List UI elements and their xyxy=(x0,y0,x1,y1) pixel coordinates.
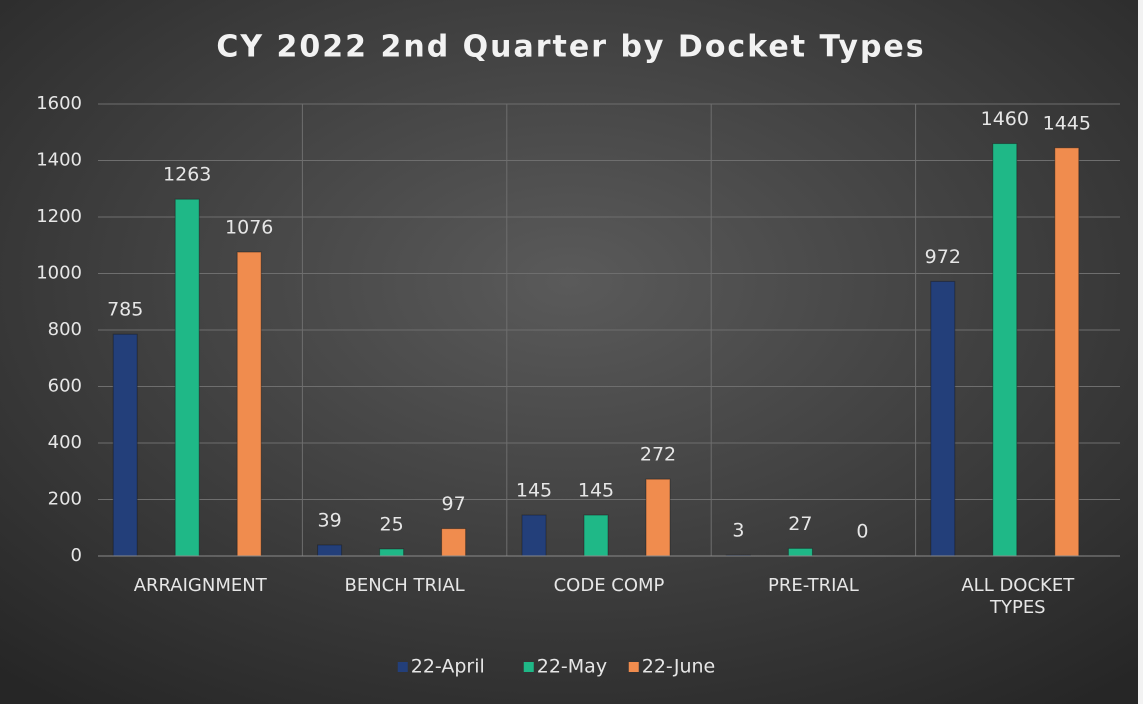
y-tick-label: 1000 xyxy=(36,263,82,284)
bar xyxy=(645,478,671,557)
bar xyxy=(521,514,547,557)
bar xyxy=(317,544,343,557)
bar xyxy=(1054,147,1080,557)
data-label: 1076 xyxy=(225,217,273,239)
y-tick-label: 800 xyxy=(48,319,82,340)
legend-label: 22-May xyxy=(537,656,607,678)
bar xyxy=(583,514,609,557)
y-tick-label: 1600 xyxy=(36,93,82,114)
bar xyxy=(992,143,1018,557)
data-label: 972 xyxy=(925,246,961,268)
bar xyxy=(787,547,813,557)
bar xyxy=(441,528,467,557)
y-tick-label: 600 xyxy=(48,376,82,397)
data-label: 3 xyxy=(732,520,744,542)
data-label: 1263 xyxy=(163,164,211,186)
data-label: 25 xyxy=(380,513,404,535)
y-tick-label: 200 xyxy=(48,489,82,510)
data-label: 272 xyxy=(640,444,676,466)
data-label: 145 xyxy=(516,480,552,502)
data-label: 145 xyxy=(578,480,614,502)
bar xyxy=(174,198,200,557)
legend-swatch xyxy=(628,662,639,672)
data-label: 785 xyxy=(107,299,143,321)
data-label: 39 xyxy=(318,509,342,531)
bar xyxy=(379,548,405,557)
x-tick-label: ARRAIGNMENT xyxy=(133,575,267,596)
y-tick-label: 400 xyxy=(48,432,82,453)
y-tick-label: 1200 xyxy=(36,206,82,227)
bar xyxy=(112,333,138,557)
data-label: 0 xyxy=(856,521,868,543)
legend-label: 22-June xyxy=(642,656,715,678)
y-tick-label: 1400 xyxy=(36,150,82,171)
legend-swatch xyxy=(523,662,534,672)
x-tick-label: CODE COMP xyxy=(553,575,665,596)
legend-label: 22-April xyxy=(411,656,485,678)
chart-title: CY 2022 2nd Quarter by Docket Types xyxy=(216,30,925,65)
data-label: 97 xyxy=(442,493,466,515)
x-tick-label: PRE-TRIAL xyxy=(768,575,859,596)
data-label: 1445 xyxy=(1043,112,1091,134)
x-tick-label: BENCH TRIAL xyxy=(344,575,465,596)
y-tick-label: 0 xyxy=(71,545,82,566)
bar xyxy=(236,251,262,557)
data-label: 27 xyxy=(788,513,812,535)
bar xyxy=(930,280,956,557)
legend-swatch xyxy=(397,662,408,672)
x-tick-label: ALL DOCKET TYPES xyxy=(961,575,1075,618)
data-label: 1460 xyxy=(981,108,1029,130)
